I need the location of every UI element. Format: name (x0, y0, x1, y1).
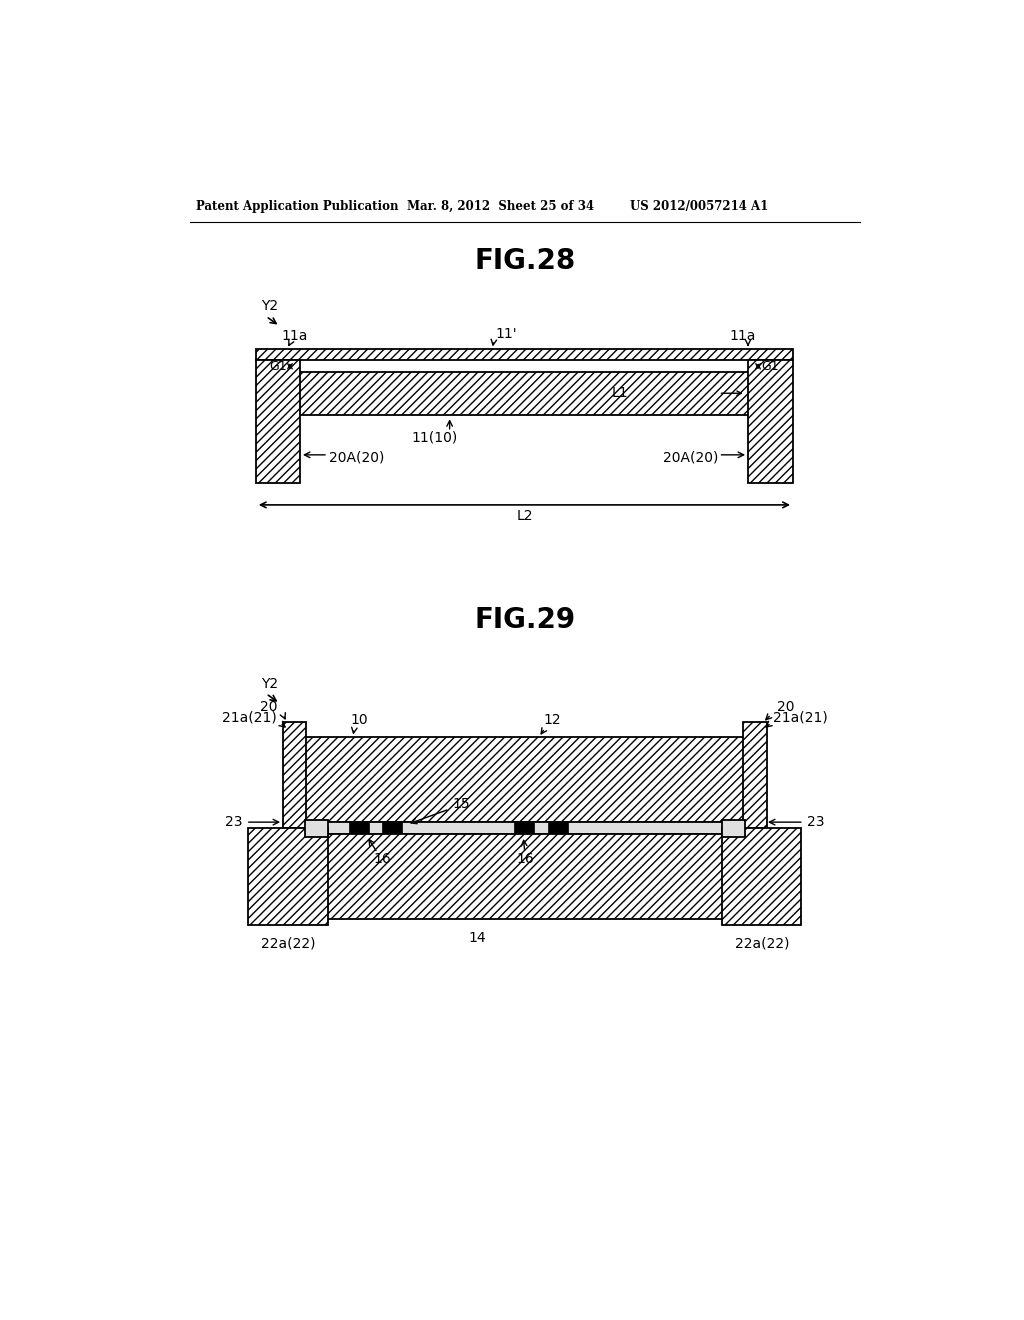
Text: 10: 10 (350, 714, 368, 727)
Text: FIG.28: FIG.28 (474, 247, 575, 275)
Text: G1: G1 (269, 360, 287, 372)
Text: 23: 23 (807, 816, 824, 829)
Bar (299, 372, 750, 414)
Text: 11a: 11a (729, 329, 756, 342)
Bar (305, 738, 744, 822)
Bar (743, 722, 767, 829)
Text: FIG.29: FIG.29 (474, 606, 575, 635)
Text: 16: 16 (517, 853, 535, 866)
Bar (722, 820, 744, 837)
Bar (748, 360, 793, 483)
Text: G1: G1 (761, 360, 779, 372)
Bar (722, 829, 802, 924)
Text: 11a: 11a (282, 329, 308, 342)
Bar (349, 822, 369, 834)
Text: 12: 12 (544, 714, 561, 727)
Text: L1: L1 (611, 387, 629, 400)
Text: 20: 20 (777, 701, 795, 714)
Bar (382, 822, 402, 834)
Text: 20: 20 (260, 701, 278, 714)
Text: 22a(22): 22a(22) (734, 937, 790, 950)
Bar (256, 360, 300, 483)
Bar (548, 822, 568, 834)
Bar (305, 822, 744, 834)
Text: L2: L2 (516, 510, 534, 524)
Text: US 2012/0057214 A1: US 2012/0057214 A1 (630, 199, 768, 213)
Text: 21a(21): 21a(21) (222, 710, 276, 725)
Text: Y2: Y2 (261, 300, 279, 313)
Text: 11(10): 11(10) (411, 430, 458, 445)
Bar (283, 722, 306, 829)
Text: 22a(22): 22a(22) (261, 937, 315, 950)
Text: Mar. 8, 2012  Sheet 25 of 34: Mar. 8, 2012 Sheet 25 of 34 (407, 199, 594, 213)
Text: 16: 16 (374, 853, 391, 866)
Text: 23: 23 (225, 816, 243, 829)
Bar (256, 348, 793, 360)
Bar (514, 822, 535, 834)
Bar (305, 834, 744, 919)
Text: 15: 15 (453, 797, 470, 810)
Bar (248, 829, 328, 924)
Text: Y2: Y2 (261, 677, 279, 690)
Text: 21a(21): 21a(21) (773, 710, 827, 725)
Text: Patent Application Publication: Patent Application Publication (197, 199, 398, 213)
Text: 20A(20): 20A(20) (330, 450, 385, 465)
Text: 11': 11' (496, 327, 517, 341)
Bar (305, 820, 328, 837)
Text: 20A(20): 20A(20) (664, 450, 719, 465)
Text: 14: 14 (468, 931, 485, 945)
